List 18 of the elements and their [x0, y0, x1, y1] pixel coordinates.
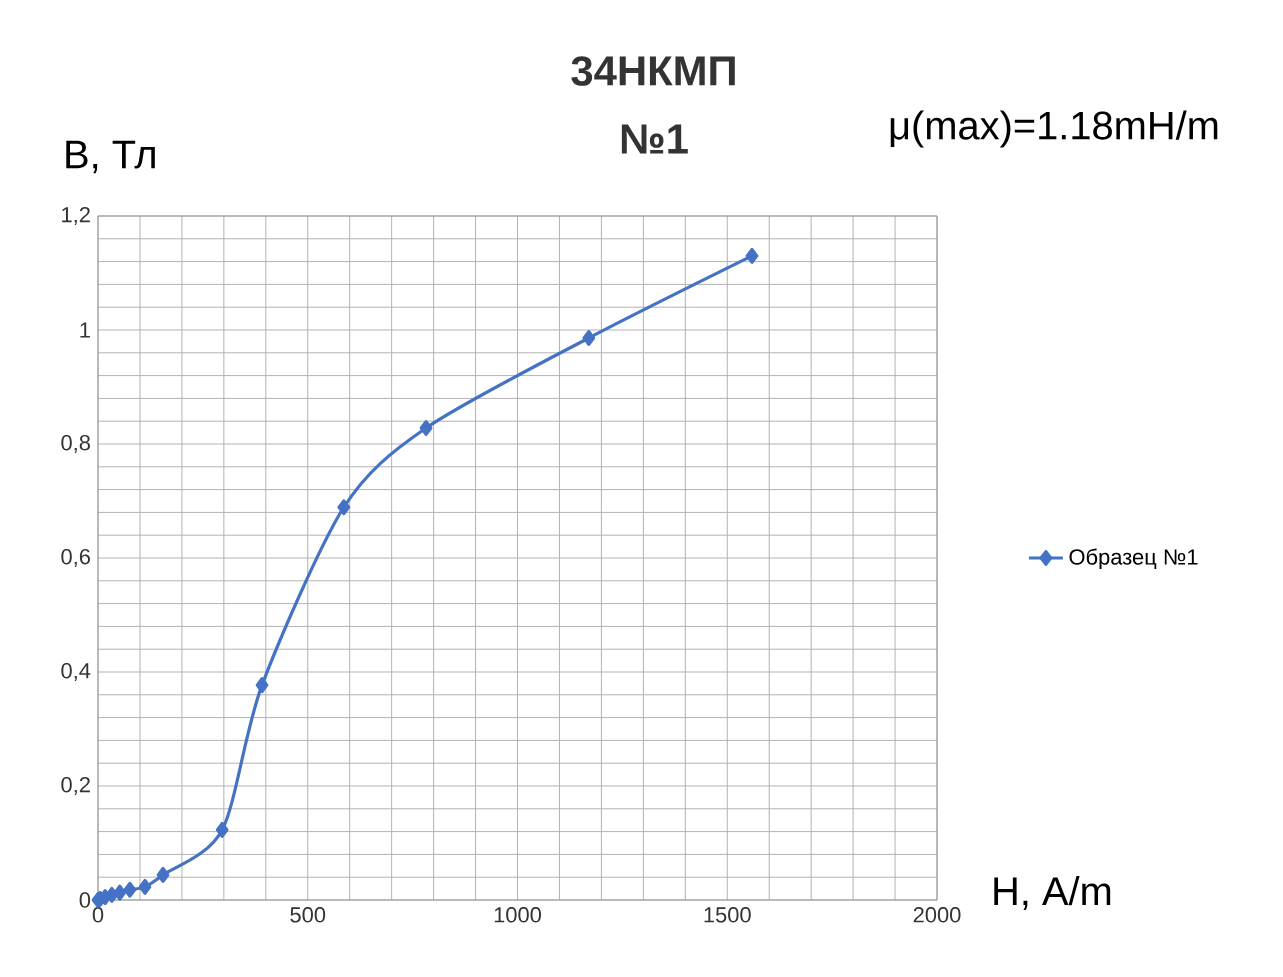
- x-tick-label: 2000: [913, 907, 961, 923]
- y-tick-label: 0,4: [61, 662, 91, 682]
- x-axis-title: H, A/m: [994, 876, 1111, 910]
- y-tick-label: 1: [80, 322, 90, 338]
- text: μ(max)=1.18mH/m: [890, 110, 1218, 148]
- y-tick-label: 0,2: [61, 776, 90, 796]
- chart-subtitle: №1: [621, 124, 688, 154]
- x-tick-label: 1500: [704, 907, 751, 923]
- y-tick-label: 0,8: [61, 434, 90, 454]
- legend-label: Образец №1: [1069, 548, 1198, 570]
- y-tick-label: 0,6: [61, 548, 90, 568]
- x-tick-label: 500: [290, 907, 326, 923]
- chart-title: 34НКМП: [571, 56, 735, 86]
- x-tick-label: 1000: [494, 907, 541, 923]
- y-tick-label: 1,2: [62, 206, 90, 226]
- y-tick-label: 0: [79, 892, 91, 908]
- y-axis-title: B, Тл: [66, 140, 155, 174]
- x-tick-label: 0: [92, 907, 104, 923]
